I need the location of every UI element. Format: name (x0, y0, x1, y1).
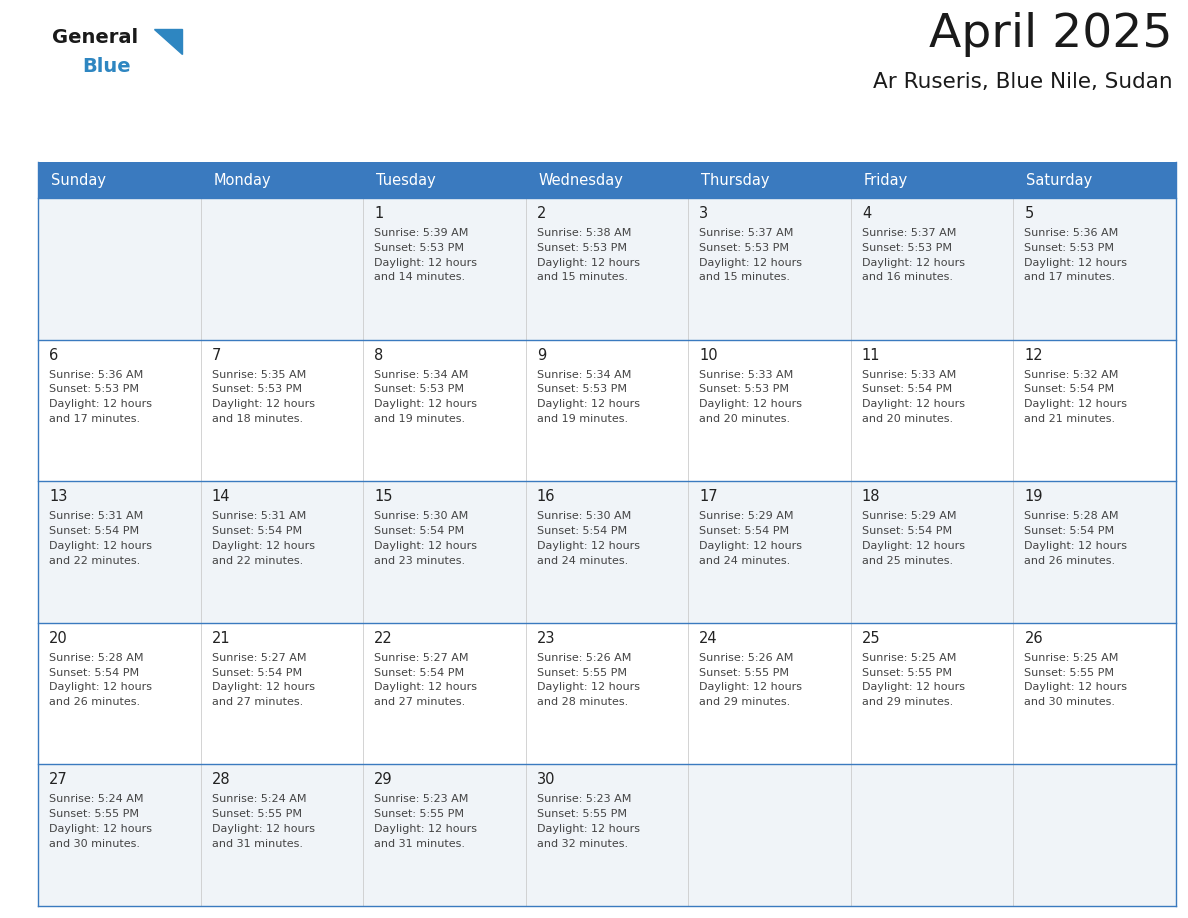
Text: 13: 13 (49, 489, 68, 504)
Text: Sunrise: 5:30 AM
Sunset: 5:54 PM
Daylight: 12 hours
and 24 minutes.: Sunrise: 5:30 AM Sunset: 5:54 PM Dayligh… (537, 511, 639, 565)
Text: 1: 1 (374, 206, 384, 221)
Text: 14: 14 (211, 489, 230, 504)
Text: Sunrise: 5:26 AM
Sunset: 5:55 PM
Daylight: 12 hours
and 28 minutes.: Sunrise: 5:26 AM Sunset: 5:55 PM Dayligh… (537, 653, 639, 707)
Text: 22: 22 (374, 631, 393, 645)
Text: 15: 15 (374, 489, 393, 504)
Bar (38, 622, 1176, 765)
Text: 12: 12 (1024, 348, 1043, 363)
Polygon shape (154, 29, 182, 54)
Text: 10: 10 (700, 348, 718, 363)
Text: 6: 6 (49, 348, 58, 363)
Text: Sunrise: 5:38 AM
Sunset: 5:53 PM
Daylight: 12 hours
and 15 minutes.: Sunrise: 5:38 AM Sunset: 5:53 PM Dayligh… (537, 228, 639, 283)
Text: Sunrise: 5:35 AM
Sunset: 5:53 PM
Daylight: 12 hours
and 18 minutes.: Sunrise: 5:35 AM Sunset: 5:53 PM Dayligh… (211, 370, 315, 424)
Text: Sunrise: 5:25 AM
Sunset: 5:55 PM
Daylight: 12 hours
and 29 minutes.: Sunrise: 5:25 AM Sunset: 5:55 PM Dayligh… (861, 653, 965, 707)
Text: Blue: Blue (82, 57, 131, 76)
Text: 20: 20 (49, 631, 68, 645)
Text: 9: 9 (537, 348, 546, 363)
Bar (1013, 162, 1176, 198)
Bar (38, 481, 1176, 622)
Text: Ar Ruseris, Blue Nile, Sudan: Ar Ruseris, Blue Nile, Sudan (873, 72, 1173, 92)
Text: Sunrise: 5:28 AM
Sunset: 5:54 PM
Daylight: 12 hours
and 26 minutes.: Sunrise: 5:28 AM Sunset: 5:54 PM Dayligh… (49, 653, 152, 707)
Text: 19: 19 (1024, 489, 1043, 504)
Text: Thursday: Thursday (701, 173, 770, 187)
Text: 23: 23 (537, 631, 555, 645)
Text: 3: 3 (700, 206, 708, 221)
Text: 21: 21 (211, 631, 230, 645)
Text: Sunrise: 5:37 AM
Sunset: 5:53 PM
Daylight: 12 hours
and 16 minutes.: Sunrise: 5:37 AM Sunset: 5:53 PM Dayligh… (861, 228, 965, 283)
Text: 17: 17 (700, 489, 718, 504)
Text: Wednesday: Wednesday (538, 173, 624, 187)
Text: 30: 30 (537, 772, 555, 788)
Text: Sunrise: 5:29 AM
Sunset: 5:54 PM
Daylight: 12 hours
and 25 minutes.: Sunrise: 5:29 AM Sunset: 5:54 PM Dayligh… (861, 511, 965, 565)
Bar (201, 162, 364, 198)
Text: Sunrise: 5:27 AM
Sunset: 5:54 PM
Daylight: 12 hours
and 27 minutes.: Sunrise: 5:27 AM Sunset: 5:54 PM Dayligh… (211, 653, 315, 707)
Text: Sunrise: 5:34 AM
Sunset: 5:53 PM
Daylight: 12 hours
and 19 minutes.: Sunrise: 5:34 AM Sunset: 5:53 PM Dayligh… (537, 370, 639, 424)
Text: Sunrise: 5:23 AM
Sunset: 5:55 PM
Daylight: 12 hours
and 32 minutes.: Sunrise: 5:23 AM Sunset: 5:55 PM Dayligh… (537, 794, 639, 849)
Text: 2: 2 (537, 206, 546, 221)
Text: Sunrise: 5:23 AM
Sunset: 5:55 PM
Daylight: 12 hours
and 31 minutes.: Sunrise: 5:23 AM Sunset: 5:55 PM Dayligh… (374, 794, 478, 849)
Text: Sunrise: 5:28 AM
Sunset: 5:54 PM
Daylight: 12 hours
and 26 minutes.: Sunrise: 5:28 AM Sunset: 5:54 PM Dayligh… (1024, 511, 1127, 565)
Text: Sunrise: 5:25 AM
Sunset: 5:55 PM
Daylight: 12 hours
and 30 minutes.: Sunrise: 5:25 AM Sunset: 5:55 PM Dayligh… (1024, 653, 1127, 707)
Text: Saturday: Saturday (1026, 173, 1093, 187)
Text: Sunrise: 5:37 AM
Sunset: 5:53 PM
Daylight: 12 hours
and 15 minutes.: Sunrise: 5:37 AM Sunset: 5:53 PM Dayligh… (700, 228, 802, 283)
Text: Monday: Monday (214, 173, 271, 187)
Bar (364, 162, 526, 198)
Text: Sunrise: 5:36 AM
Sunset: 5:53 PM
Daylight: 12 hours
and 17 minutes.: Sunrise: 5:36 AM Sunset: 5:53 PM Dayligh… (1024, 228, 1127, 283)
Text: 28: 28 (211, 772, 230, 788)
Bar (38, 198, 1176, 340)
Text: Sunrise: 5:36 AM
Sunset: 5:53 PM
Daylight: 12 hours
and 17 minutes.: Sunrise: 5:36 AM Sunset: 5:53 PM Dayligh… (49, 370, 152, 424)
Text: 4: 4 (861, 206, 871, 221)
Text: 11: 11 (861, 348, 880, 363)
Text: Sunrise: 5:31 AM
Sunset: 5:54 PM
Daylight: 12 hours
and 22 minutes.: Sunrise: 5:31 AM Sunset: 5:54 PM Dayligh… (211, 511, 315, 565)
Text: Sunday: Sunday (51, 173, 106, 187)
Bar (38, 765, 1176, 906)
Text: 29: 29 (374, 772, 393, 788)
Bar (526, 162, 688, 198)
Text: Sunrise: 5:39 AM
Sunset: 5:53 PM
Daylight: 12 hours
and 14 minutes.: Sunrise: 5:39 AM Sunset: 5:53 PM Dayligh… (374, 228, 478, 283)
Text: Sunrise: 5:24 AM
Sunset: 5:55 PM
Daylight: 12 hours
and 31 minutes.: Sunrise: 5:24 AM Sunset: 5:55 PM Dayligh… (211, 794, 315, 849)
Text: Tuesday: Tuesday (377, 173, 436, 187)
Text: 16: 16 (537, 489, 555, 504)
Text: Sunrise: 5:24 AM
Sunset: 5:55 PM
Daylight: 12 hours
and 30 minutes.: Sunrise: 5:24 AM Sunset: 5:55 PM Dayligh… (49, 794, 152, 849)
Text: 8: 8 (374, 348, 384, 363)
Text: Sunrise: 5:27 AM
Sunset: 5:54 PM
Daylight: 12 hours
and 27 minutes.: Sunrise: 5:27 AM Sunset: 5:54 PM Dayligh… (374, 653, 478, 707)
Text: April 2025: April 2025 (929, 12, 1173, 57)
Text: Sunrise: 5:34 AM
Sunset: 5:53 PM
Daylight: 12 hours
and 19 minutes.: Sunrise: 5:34 AM Sunset: 5:53 PM Dayligh… (374, 370, 478, 424)
Bar (38, 340, 1176, 481)
Text: 26: 26 (1024, 631, 1043, 645)
Text: Sunrise: 5:31 AM
Sunset: 5:54 PM
Daylight: 12 hours
and 22 minutes.: Sunrise: 5:31 AM Sunset: 5:54 PM Dayligh… (49, 511, 152, 565)
Text: 5: 5 (1024, 206, 1034, 221)
Text: Sunrise: 5:29 AM
Sunset: 5:54 PM
Daylight: 12 hours
and 24 minutes.: Sunrise: 5:29 AM Sunset: 5:54 PM Dayligh… (700, 511, 802, 565)
Text: 18: 18 (861, 489, 880, 504)
Text: Sunrise: 5:30 AM
Sunset: 5:54 PM
Daylight: 12 hours
and 23 minutes.: Sunrise: 5:30 AM Sunset: 5:54 PM Dayligh… (374, 511, 478, 565)
Text: Sunrise: 5:33 AM
Sunset: 5:54 PM
Daylight: 12 hours
and 20 minutes.: Sunrise: 5:33 AM Sunset: 5:54 PM Dayligh… (861, 370, 965, 424)
Text: Sunrise: 5:33 AM
Sunset: 5:53 PM
Daylight: 12 hours
and 20 minutes.: Sunrise: 5:33 AM Sunset: 5:53 PM Dayligh… (700, 370, 802, 424)
Bar (851, 162, 1013, 198)
Text: Sunrise: 5:32 AM
Sunset: 5:54 PM
Daylight: 12 hours
and 21 minutes.: Sunrise: 5:32 AM Sunset: 5:54 PM Dayligh… (1024, 370, 1127, 424)
Bar (38, 162, 201, 198)
Text: 27: 27 (49, 772, 68, 788)
Text: Friday: Friday (864, 173, 908, 187)
Text: 24: 24 (700, 631, 718, 645)
Bar (688, 162, 851, 198)
Text: 7: 7 (211, 348, 221, 363)
Text: 25: 25 (861, 631, 880, 645)
Text: Sunrise: 5:26 AM
Sunset: 5:55 PM
Daylight: 12 hours
and 29 minutes.: Sunrise: 5:26 AM Sunset: 5:55 PM Dayligh… (700, 653, 802, 707)
Text: General: General (52, 28, 138, 47)
